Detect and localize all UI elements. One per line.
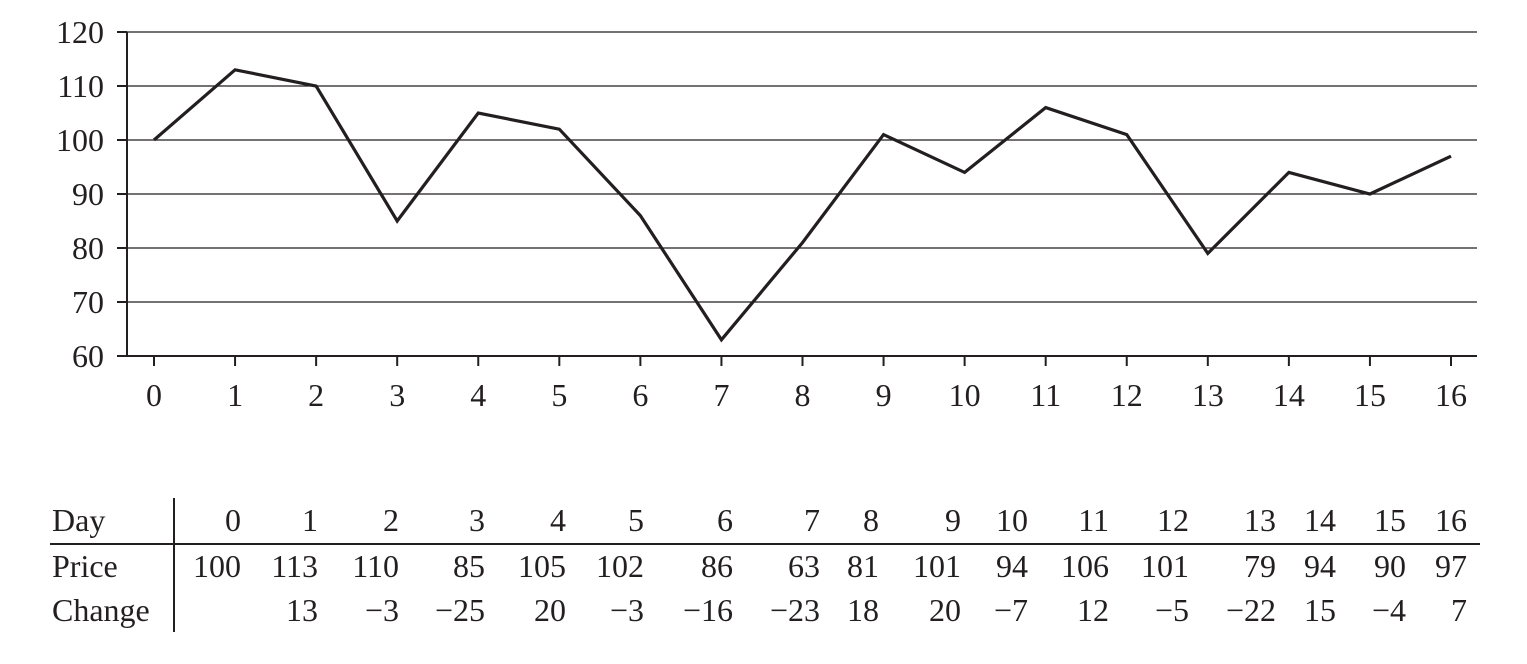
day-cell-2: 2 (383, 502, 399, 538)
price-change-table: Day Price Change 0 1 2 3 4 5 6 7 8 9 10 11 12 13 14 15 1… (0, 480, 1527, 664)
price-cell-5: 102 (596, 548, 644, 584)
day-cell-7: 7 (804, 502, 820, 538)
price-cell-16: 97 (1435, 548, 1467, 584)
price-cell-8: 81 (847, 548, 879, 584)
x-tick-label: 12 (1111, 377, 1143, 413)
day-cell-5: 5 (628, 502, 644, 538)
y-tick-label: 80 (72, 230, 104, 266)
y-tick-label: 70 (72, 284, 104, 320)
x-tick-label: 6 (632, 377, 648, 413)
x-tick-label: 16 (1435, 377, 1467, 413)
change-cell-16: 7 (1451, 592, 1467, 628)
change-cell-12: −5 (1154, 592, 1189, 628)
change-cell-1: 13 (286, 592, 318, 628)
change-cell-7: −23 (769, 592, 820, 628)
price-cell-0: 100 (193, 548, 241, 584)
x-axis-ticks: 0 1 2 3 4 5 6 7 8 9 10 11 12 13 14 15 16 (146, 356, 1467, 413)
change-cell-8: 18 (847, 592, 879, 628)
y-tick-label: 120 (56, 14, 104, 50)
x-tick-label: 1 (227, 377, 243, 413)
x-tick-label: 9 (876, 377, 892, 413)
day-cell-10: 10 (996, 502, 1028, 538)
x-tick-label: 0 (146, 377, 162, 413)
price-cell-15: 90 (1374, 548, 1406, 584)
change-cell-14: 15 (1304, 592, 1336, 628)
table-vertical-rule (173, 498, 175, 632)
price-cell-11: 106 (1061, 548, 1109, 584)
day-cell-16: 16 (1435, 502, 1467, 538)
x-tick-label: 14 (1273, 377, 1305, 413)
y-axis-ticks: 60 70 80 90 100 110 120 (56, 14, 127, 374)
price-cell-13: 79 (1244, 548, 1276, 584)
day-cell-6: 6 (717, 502, 733, 538)
x-tick-label: 7 (713, 377, 729, 413)
day-cell-8: 8 (863, 502, 879, 538)
price-cell-14: 94 (1304, 548, 1336, 584)
x-tick-label: 10 (949, 377, 981, 413)
table-horizontal-rule (50, 543, 1480, 545)
price-cell-12: 101 (1141, 548, 1189, 584)
change-cell-15: −4 (1371, 592, 1406, 628)
day-cell-14: 14 (1304, 502, 1336, 538)
x-tick-label: 5 (551, 377, 567, 413)
y-tick-label: 100 (56, 122, 104, 158)
row-label-day: Day (52, 502, 106, 538)
x-tick-label: 3 (389, 377, 405, 413)
change-cell-10: −7 (993, 592, 1028, 628)
change-cell-11: 12 (1077, 592, 1109, 628)
x-tick-label: 13 (1192, 377, 1224, 413)
y-tick-label: 60 (72, 338, 104, 374)
row-label-price: Price (52, 548, 118, 584)
gridlines (127, 31, 1477, 303)
day-cell-4: 4 (550, 502, 566, 538)
series-line (152, 68, 1452, 343)
change-cell-5: −3 (609, 592, 644, 628)
change-cell-13: −22 (1225, 592, 1276, 628)
day-cell-9: 9 (945, 502, 961, 538)
day-cell-13: 13 (1244, 502, 1276, 538)
x-tick-label: 2 (308, 377, 324, 413)
price-cell-2: 110 (352, 548, 399, 584)
y-tick-label: 110 (57, 68, 104, 104)
price-cell-4: 105 (518, 548, 566, 584)
day-cell-15: 15 (1374, 502, 1406, 538)
price-cell-10: 94 (996, 548, 1028, 584)
day-cell-3: 3 (469, 502, 485, 538)
change-cell-6: −16 (682, 592, 733, 628)
price-cell-3: 85 (453, 548, 485, 584)
change-cell-4: 20 (534, 592, 566, 628)
x-tick-label: 15 (1354, 377, 1386, 413)
change-cell-2: −3 (364, 592, 399, 628)
price-cell-1: 113 (271, 548, 318, 584)
price-cell-6: 86 (701, 548, 733, 584)
day-cell-0: 0 (225, 502, 241, 538)
change-cell-9: 20 (929, 592, 961, 628)
row-label-change: Change (52, 592, 150, 628)
x-tick-label: 8 (795, 377, 811, 413)
change-cell-3: −25 (434, 592, 485, 628)
series-layer (152, 68, 1452, 343)
price-cell-9: 101 (913, 548, 961, 584)
price-cell-7: 63 (788, 548, 820, 584)
y-tick-label: 90 (72, 176, 104, 212)
day-cell-12: 12 (1157, 502, 1189, 538)
x-tick-label: 4 (470, 377, 486, 413)
day-cell-11: 11 (1078, 502, 1109, 538)
day-cell-1: 1 (302, 502, 318, 538)
x-tick-label: 11 (1030, 377, 1061, 413)
